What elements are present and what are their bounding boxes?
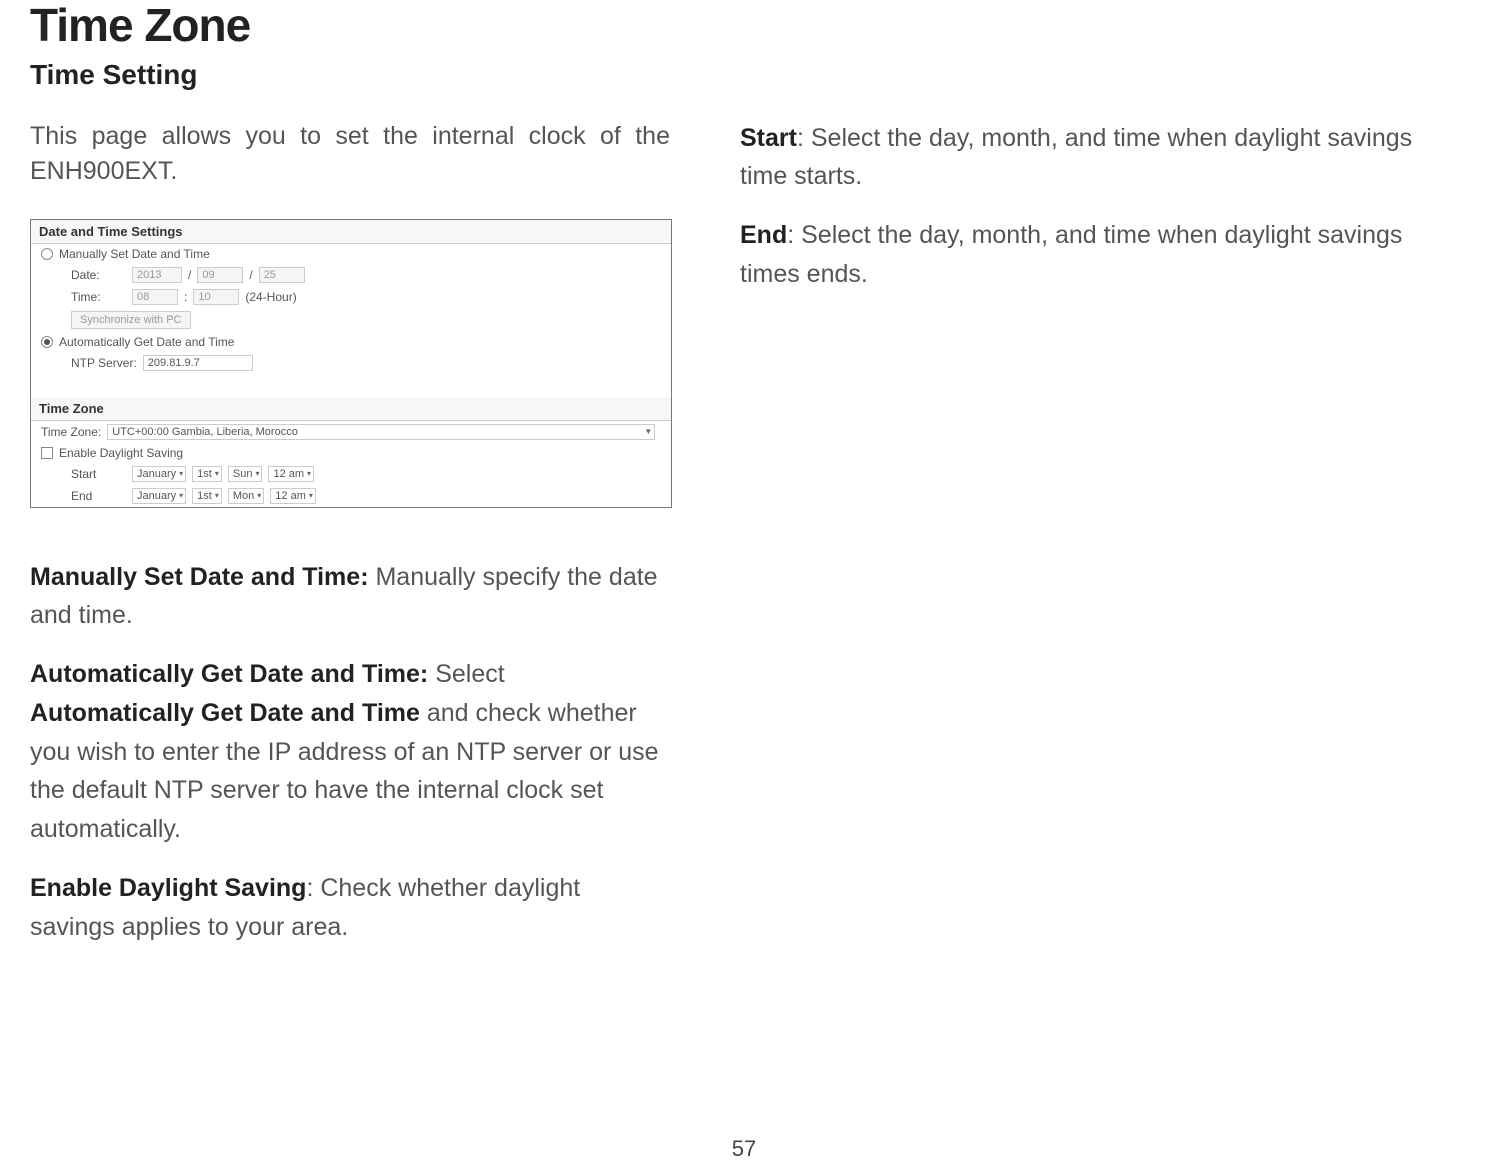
dst-checkbox-label: Enable Daylight Saving [59,446,183,460]
para-auto-bold1: Automatically Get Date and Time: [30,660,428,688]
date-month-input[interactable]: 09 [197,267,243,283]
select-value: Mon [233,490,254,502]
para-manual-bold: Manually Set Date and Time: [30,563,369,591]
select-value: January [137,490,176,502]
para-auto: Automatically Get Date and Time: Select … [30,655,670,849]
select-value: 12 am [273,468,304,480]
chevron-down-icon: ▾ [215,491,219,500]
chevron-down-icon: ▾ [179,491,183,500]
select-value: January [137,468,176,480]
sync-pc-button[interactable]: Synchronize with PC [71,311,191,329]
para-start-text: : Select the day, month, and time when d… [740,124,1412,191]
dst-end-time-select[interactable]: 12 am▾ [270,488,316,504]
panel-header-datetime: Date and Time Settings [31,220,671,244]
dst-start-month-select[interactable]: January▾ [132,466,186,482]
dst-start-time-select[interactable]: 12 am▾ [268,466,314,482]
settings-screenshot: Date and Time Settings Manually Set Date… [30,219,672,508]
date-day-input[interactable]: 25 [259,267,305,283]
time-min-input[interactable]: 10 [193,289,239,305]
radio-auto[interactable] [41,336,53,348]
chevron-down-icon: ▾ [309,491,313,500]
para-auto-text1: Select [428,660,504,688]
date-year-input[interactable]: 2013 [132,267,182,283]
time-hint: (24-Hour) [245,290,296,304]
time-hour-input[interactable]: 08 [132,289,178,305]
select-value: Sun [233,468,253,480]
chevron-down-icon: ▾ [257,491,261,500]
para-end-text: : Select the day, month, and time when d… [740,221,1402,288]
chevron-down-icon: ▼ [644,427,652,436]
tz-select-value: UTC+00:00 Gambia, Liberia, Morocco [112,426,298,438]
radio-manual[interactable] [41,248,53,260]
dst-start-week-select[interactable]: 1st▾ [192,466,222,482]
chevron-down-icon: ▾ [179,469,183,478]
para-auto-bold2: Automatically Get Date and Time [30,699,420,727]
tz-label: Time Zone: [41,425,101,439]
dst-checkbox[interactable] [41,447,53,459]
date-sep: / [249,268,252,282]
chevron-down-icon: ▾ [255,469,259,478]
para-dst-bold: Enable Daylight Saving [30,874,306,902]
date-label: Date: [71,268,126,282]
para-dst: Enable Daylight Saving: Check whether da… [30,869,670,947]
select-value: 12 am [275,490,306,502]
page-number: 57 [0,1136,1488,1162]
section-subtitle: Time Setting [30,59,1458,91]
dst-end-label: End [71,489,126,503]
panel-header-timezone: Time Zone [31,397,671,421]
time-label: Time: [71,290,126,304]
time-sep: : [184,290,187,304]
date-sep: / [188,268,191,282]
para-start-bold: Start [740,124,797,152]
dst-start-label: Start [71,467,126,481]
dst-end-month-select[interactable]: January▾ [132,488,186,504]
chevron-down-icon: ▾ [215,469,219,478]
tz-select[interactable]: UTC+00:00 Gambia, Liberia, Morocco ▼ [107,424,655,440]
para-manual: Manually Set Date and Time: Manually spe… [30,558,670,636]
dst-start-day-select[interactable]: Sun▾ [228,466,263,482]
chevron-down-icon: ▾ [307,469,311,478]
select-value: 1st [197,490,212,502]
ntp-label: NTP Server: [71,356,137,370]
dst-end-day-select[interactable]: Mon▾ [228,488,264,504]
ntp-server-input[interactable]: 209.81.9.7 [143,355,253,371]
page-title: Time Zone [30,0,1458,51]
dst-end-week-select[interactable]: 1st▾ [192,488,222,504]
radio-auto-label: Automatically Get Date and Time [59,335,234,349]
select-value: 1st [197,468,212,480]
radio-manual-label: Manually Set Date and Time [59,247,210,261]
para-start: Start: Select the day, month, and time w… [740,119,1458,197]
para-end-bold: End [740,221,787,249]
intro-paragraph: This page allows you to set the internal… [30,119,670,189]
para-end: End: Select the day, month, and time whe… [740,216,1458,294]
